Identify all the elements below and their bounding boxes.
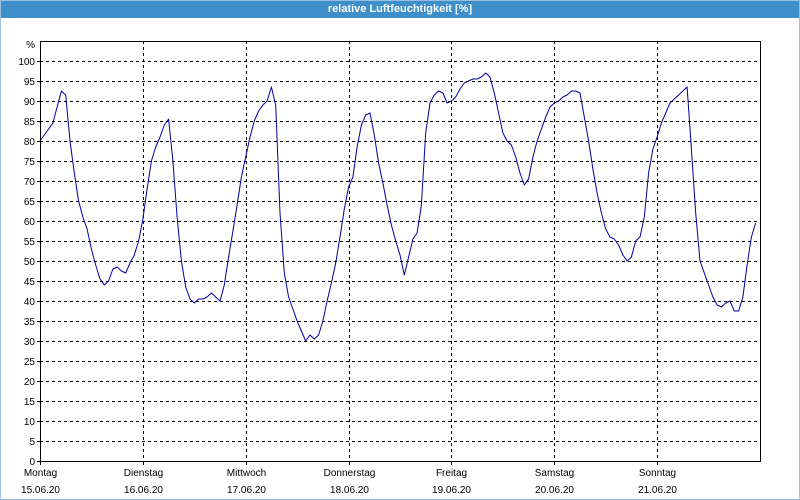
y-tick-label: 10 — [24, 417, 36, 428]
y-tick-label: 60 — [24, 217, 36, 228]
x-tick-label-day: Mittwoch — [227, 468, 266, 479]
x-tick-label-date: 18.06.20 — [330, 485, 369, 496]
y-tick-label: 25 — [24, 357, 36, 368]
y-axis-unit-label: % — [26, 40, 35, 51]
x-tick-label-date: 21.06.20 — [638, 485, 677, 496]
y-tick-label: 0 — [29, 457, 35, 468]
y-tick-label: 35 — [24, 317, 36, 328]
x-tick-label-day: Samstag — [535, 468, 574, 479]
y-tick-label: 90 — [24, 97, 36, 108]
x-tick-label-day: Sonntag — [639, 468, 676, 479]
chart-title: relative Luftfeuchtigkeit [%] — [327, 3, 473, 15]
y-tick-label: 45 — [24, 277, 36, 288]
series-layer — [39, 72, 757, 342]
x-tick-label-date: 15.06.20 — [21, 485, 60, 496]
x-tick-label-date: 17.06.20 — [227, 485, 266, 496]
y-tick-label: 20 — [24, 377, 36, 388]
y-tick-label: 15 — [24, 397, 36, 408]
y-tick-label: 65 — [24, 197, 36, 208]
x-tick-label-day: Dienstag — [124, 468, 163, 479]
x-tick-label-day: Donnerstag — [324, 468, 376, 479]
gridlines — [40, 41, 760, 461]
y-tick-label: 55 — [24, 237, 36, 248]
y-tick-label: 85 — [24, 117, 36, 128]
y-tick-label: 100 — [18, 57, 35, 68]
y-tick-label: 30 — [24, 337, 36, 348]
x-tick-label-date: 19.06.20 — [432, 485, 471, 496]
y-tick-label: 40 — [24, 297, 36, 308]
humidity-line — [39, 72, 757, 342]
y-tick-label: 70 — [24, 177, 36, 188]
y-tick-label: 95 — [24, 77, 36, 88]
x-tick-label-date: 20.06.20 — [535, 485, 574, 496]
y-tick-label: 75 — [24, 157, 36, 168]
plot-frame — [40, 41, 761, 462]
y-tick-label: 5 — [29, 437, 35, 448]
x-tick-label-day: Montag — [24, 468, 57, 479]
title-bar: relative Luftfeuchtigkeit [%] — [0, 0, 800, 18]
y-tick-label: 80 — [24, 137, 36, 148]
y-tick-label: 50 — [24, 257, 36, 268]
x-tick-label-date: 16.06.20 — [124, 485, 163, 496]
axes: % 0 5 10 15 20 25 30 35 40 45 50 55 60 65 70 75 80 85 90 95… — [18, 40, 677, 496]
x-tick-label-day: Freitag — [436, 468, 467, 479]
